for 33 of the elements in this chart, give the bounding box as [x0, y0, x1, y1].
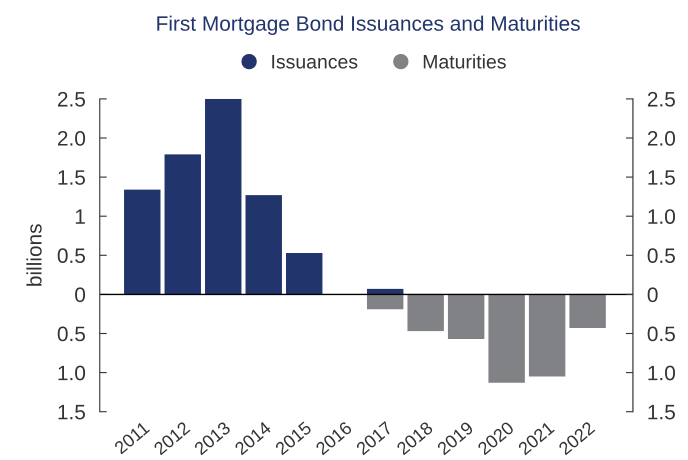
y-tick-label: 1.5	[58, 404, 85, 420]
bar	[528, 294, 566, 377]
bar	[286, 252, 322, 294]
y-tick-label: 0.5	[58, 248, 85, 264]
y-tick-label: 1.5	[58, 170, 85, 185]
y2-tick-label: 1.0	[648, 366, 675, 380]
y2-tick-label: 1.0	[648, 209, 675, 224]
y-tick-label: 0	[75, 287, 86, 302]
y-tick-label: 1	[76, 209, 85, 224]
chart-title: First Mortgage Bond Issuances and Maturities	[157, 16, 580, 36]
y2-tick-label: 2.5	[648, 92, 675, 107]
bar	[205, 98, 242, 294]
y2-tick-label: 0.5	[648, 248, 675, 264]
bar	[407, 294, 444, 332]
y-tick-label: 2.5	[58, 92, 85, 107]
bar	[366, 294, 404, 310]
y-axis-title: billions	[26, 224, 42, 286]
legend-label: Maturities	[424, 54, 506, 69]
bar	[488, 294, 525, 383]
y-tick-label: 1.0	[58, 366, 86, 380]
y2-tick-label: 1.5	[648, 404, 675, 420]
bar	[246, 195, 282, 294]
y2-tick-label: 2.0	[648, 131, 675, 146]
y2-tick-label: 0.5	[648, 326, 675, 342]
legend-label: Issuances	[272, 55, 358, 69]
bar	[164, 154, 201, 294]
y-tick-label: 2.0	[58, 131, 86, 146]
bar	[124, 190, 160, 294]
y-tick-label: 0.5	[58, 326, 85, 342]
bar	[448, 294, 484, 339]
y2-tick-label: 1.5	[648, 170, 675, 185]
bar	[569, 294, 606, 328]
y2-tick-label: 0	[648, 287, 658, 302]
